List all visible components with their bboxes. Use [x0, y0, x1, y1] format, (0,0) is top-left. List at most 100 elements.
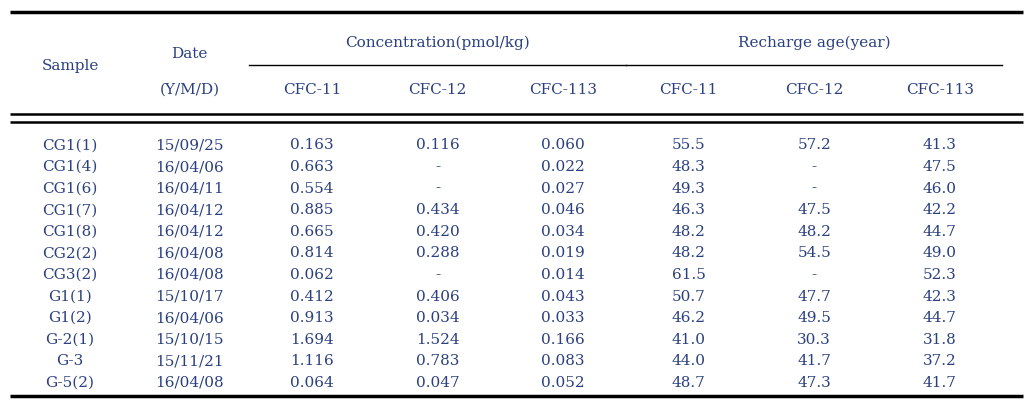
Text: 16/04/06: 16/04/06 [155, 160, 224, 174]
Text: CFC-11: CFC-11 [283, 83, 341, 97]
Text: 41.7: 41.7 [922, 376, 957, 390]
Text: -: - [435, 268, 440, 282]
Text: 41.7: 41.7 [797, 354, 832, 368]
Text: (Y/M/D): (Y/M/D) [159, 83, 220, 97]
Text: 49.5: 49.5 [797, 311, 832, 325]
Text: -: - [812, 268, 817, 282]
Text: 0.034: 0.034 [541, 225, 585, 239]
Text: Sample: Sample [41, 59, 99, 73]
Text: Concentration(pmol/kg): Concentration(pmol/kg) [345, 35, 530, 50]
Text: 1.524: 1.524 [415, 333, 460, 347]
Text: 31.8: 31.8 [922, 333, 957, 347]
Text: Recharge age(year): Recharge age(year) [738, 35, 890, 50]
Text: 48.7: 48.7 [671, 376, 706, 390]
Text: 0.116: 0.116 [415, 138, 460, 153]
Text: 41.0: 41.0 [671, 333, 706, 347]
Text: 47.5: 47.5 [797, 203, 831, 217]
Text: G1(1): G1(1) [49, 290, 92, 304]
Text: CFC-12: CFC-12 [408, 83, 467, 97]
Text: 49.3: 49.3 [671, 182, 706, 195]
Text: 16/04/11: 16/04/11 [155, 182, 224, 195]
Text: 47.7: 47.7 [797, 290, 831, 304]
Text: 48.2: 48.2 [797, 225, 832, 239]
Text: 15/11/21: 15/11/21 [155, 354, 224, 368]
Text: 0.033: 0.033 [541, 311, 585, 325]
Text: 0.288: 0.288 [416, 246, 460, 260]
Text: CG2(2): CG2(2) [42, 246, 98, 260]
Text: 0.060: 0.060 [541, 138, 585, 153]
Text: 0.783: 0.783 [416, 354, 460, 368]
Text: 15/09/25: 15/09/25 [155, 138, 224, 153]
Text: 0.554: 0.554 [290, 182, 334, 195]
Text: 46.3: 46.3 [671, 203, 706, 217]
Text: G-2(1): G-2(1) [45, 333, 95, 347]
Text: 0.027: 0.027 [541, 182, 585, 195]
Text: -: - [812, 182, 817, 195]
Text: Date: Date [171, 47, 208, 61]
Text: -: - [435, 182, 440, 195]
Text: 52.3: 52.3 [922, 268, 957, 282]
Text: G-3: G-3 [57, 354, 84, 368]
Text: CFC-12: CFC-12 [785, 83, 843, 97]
Text: 50.7: 50.7 [671, 290, 706, 304]
Text: -: - [812, 160, 817, 174]
Text: 0.434: 0.434 [415, 203, 460, 217]
Text: 42.2: 42.2 [922, 203, 957, 217]
Text: 47.3: 47.3 [797, 376, 831, 390]
Text: 0.052: 0.052 [541, 376, 585, 390]
Text: CFC-113: CFC-113 [529, 83, 597, 97]
Text: G1(2): G1(2) [49, 311, 92, 325]
Text: 48.2: 48.2 [671, 225, 706, 239]
Text: 54.5: 54.5 [797, 246, 831, 260]
Text: 1.116: 1.116 [290, 354, 334, 368]
Text: 0.420: 0.420 [415, 225, 460, 239]
Text: 30.3: 30.3 [797, 333, 831, 347]
Text: 0.663: 0.663 [290, 160, 334, 174]
Text: 46.2: 46.2 [671, 311, 706, 325]
Text: 0.665: 0.665 [290, 225, 334, 239]
Text: 0.406: 0.406 [415, 290, 460, 304]
Text: 44.0: 44.0 [671, 354, 706, 368]
Text: 0.163: 0.163 [290, 138, 334, 153]
Text: 16/04/06: 16/04/06 [155, 311, 224, 325]
Text: 0.022: 0.022 [541, 160, 585, 174]
Text: 15/10/15: 15/10/15 [155, 333, 224, 347]
Text: 15/10/17: 15/10/17 [155, 290, 224, 304]
Text: -: - [435, 160, 440, 174]
Text: 44.7: 44.7 [922, 311, 957, 325]
Text: 1.694: 1.694 [290, 333, 334, 347]
Text: CG3(2): CG3(2) [42, 268, 98, 282]
Text: 0.913: 0.913 [290, 311, 334, 325]
Text: 41.3: 41.3 [922, 138, 957, 153]
Text: 0.047: 0.047 [415, 376, 460, 390]
Text: CFC-113: CFC-113 [906, 83, 974, 97]
Text: 0.034: 0.034 [415, 311, 460, 325]
Text: 0.166: 0.166 [541, 333, 585, 347]
Text: 16/04/08: 16/04/08 [155, 246, 224, 260]
Text: 16/04/12: 16/04/12 [155, 225, 224, 239]
Text: 48.2: 48.2 [671, 246, 706, 260]
Text: 0.064: 0.064 [290, 376, 334, 390]
Text: 0.046: 0.046 [541, 203, 585, 217]
Text: 16/04/08: 16/04/08 [155, 376, 224, 390]
Text: 44.7: 44.7 [922, 225, 957, 239]
Text: 0.019: 0.019 [541, 246, 585, 260]
Text: 16/04/08: 16/04/08 [155, 268, 224, 282]
Text: CG1(1): CG1(1) [42, 138, 98, 153]
Text: 0.412: 0.412 [290, 290, 334, 304]
Text: 0.814: 0.814 [290, 246, 334, 260]
Text: 55.5: 55.5 [671, 138, 706, 153]
Text: CG1(4): CG1(4) [42, 160, 98, 174]
Text: 48.3: 48.3 [671, 160, 706, 174]
Text: 49.0: 49.0 [922, 246, 957, 260]
Text: 57.2: 57.2 [797, 138, 831, 153]
Text: 0.083: 0.083 [541, 354, 585, 368]
Text: 46.0: 46.0 [922, 182, 957, 195]
Text: 37.2: 37.2 [922, 354, 957, 368]
Text: CG1(6): CG1(6) [42, 182, 98, 195]
Text: 61.5: 61.5 [671, 268, 706, 282]
Text: 0.043: 0.043 [541, 290, 585, 304]
Text: 0.014: 0.014 [541, 268, 585, 282]
Text: G-5(2): G-5(2) [45, 376, 95, 390]
Text: 0.062: 0.062 [290, 268, 334, 282]
